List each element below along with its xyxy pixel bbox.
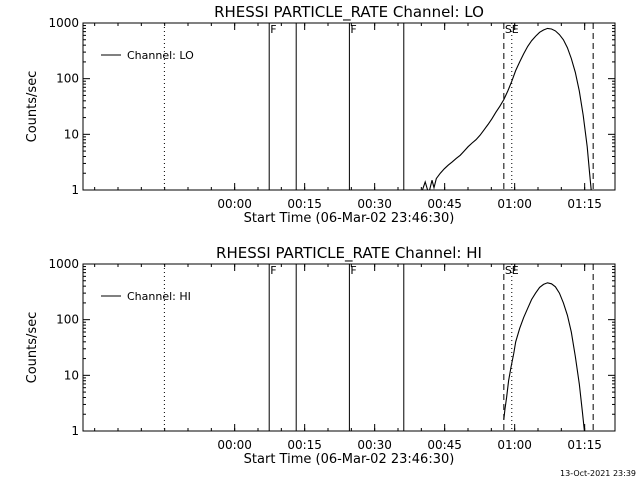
x-tick-label: 00:45 — [427, 438, 462, 452]
x-axis-label: Start Time (06-Mar-02 23:46:30) — [244, 452, 455, 467]
series-line-hi — [503, 282, 585, 431]
event-marker-label: F — [350, 23, 356, 36]
event-marker-label: F — [350, 264, 356, 277]
y-tick-label: 1 — [71, 424, 79, 438]
series-line-lo — [421, 27, 592, 190]
x-tick-label: 00:00 — [217, 197, 252, 211]
y-tick-label: 1 — [71, 183, 79, 197]
x-tick-label: 01:00 — [497, 438, 532, 452]
footer-timestamp: 13-Oct-2021 23:39 — [560, 469, 636, 478]
chart-panel-lo: RHESSI PARTICLE_RATE Channel: LO Counts/s… — [25, 3, 616, 226]
chart-title: RHESSI PARTICLE_RATE Channel: LO — [214, 3, 484, 22]
event-marker-label: F — [270, 23, 276, 36]
chart-panel-hi: RHESSI PARTICLE_RATE Channel: HI Counts/s… — [25, 244, 616, 467]
event-marker-label: SE — [505, 264, 519, 277]
y-axis-label: Counts/sec — [25, 312, 40, 384]
x-tick-label: 00:15 — [287, 438, 322, 452]
event-marker-label: SE — [505, 23, 519, 36]
y-tick-label: 1000 — [48, 16, 79, 30]
x-axis-label: Start Time (06-Mar-02 23:46:30) — [244, 211, 455, 226]
y-tick-label: 10 — [64, 127, 79, 141]
y-tick-label: 100 — [56, 72, 79, 86]
x-tick-label: 00:30 — [357, 197, 392, 211]
y-tick-label: 1000 — [48, 257, 79, 271]
x-tick-label: 00:15 — [287, 197, 322, 211]
x-tick-label: 01:15 — [567, 438, 602, 452]
legend-label: Channel: LO — [127, 49, 194, 62]
chart-title: RHESSI PARTICLE_RATE Channel: HI — [216, 244, 482, 263]
legend-label: Channel: HI — [127, 290, 191, 303]
y-tick-label: 10 — [64, 368, 79, 382]
x-tick-label: 00:30 — [357, 438, 392, 452]
y-tick-label: 100 — [56, 313, 79, 327]
x-tick-label: 01:15 — [567, 197, 602, 211]
x-tick-label: 00:45 — [427, 197, 462, 211]
x-tick-label: 00:00 — [217, 438, 252, 452]
x-tick-label: 01:00 — [497, 197, 532, 211]
event-marker-label: F — [270, 264, 276, 277]
y-axis-label: Counts/sec — [25, 71, 40, 143]
